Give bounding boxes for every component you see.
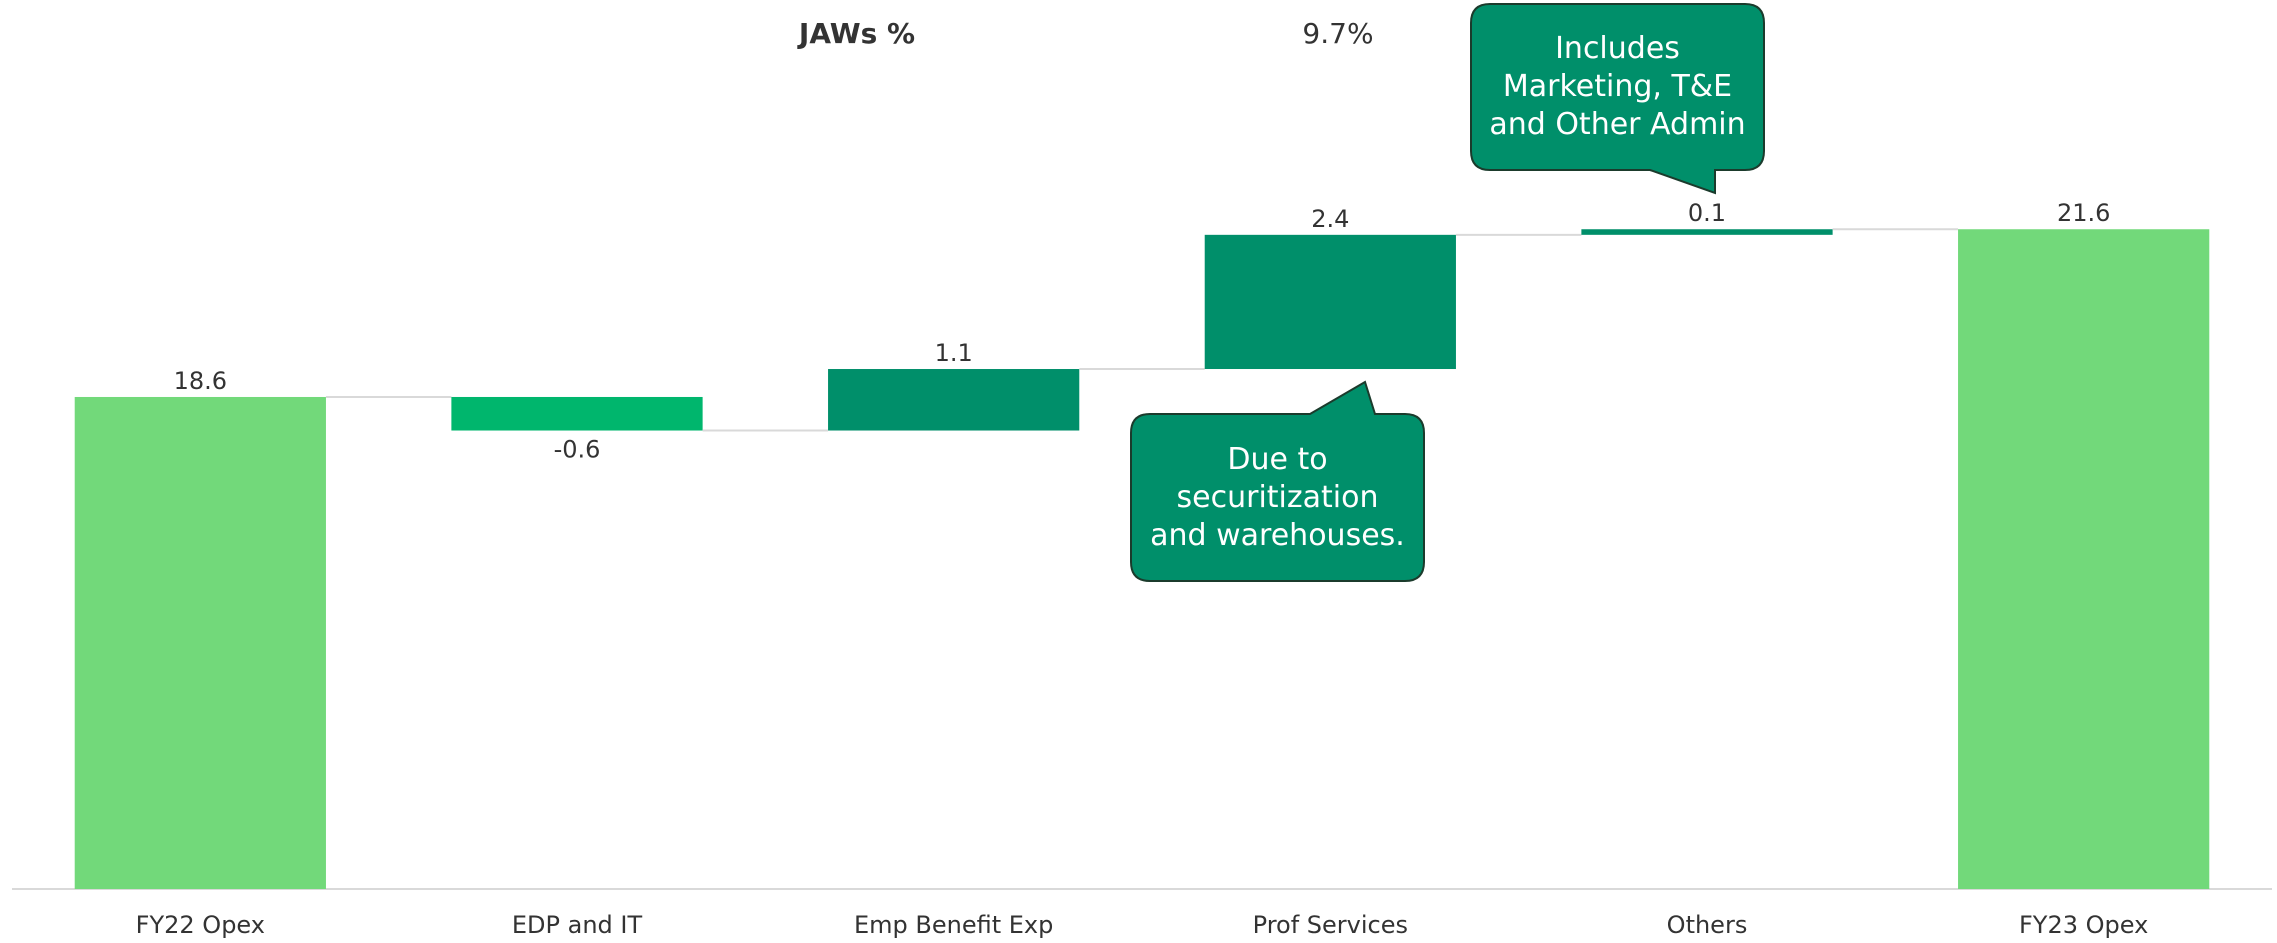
data-label: 0.1 bbox=[1688, 199, 1726, 227]
bar bbox=[828, 369, 1080, 431]
x-tick-label: EDP and IT bbox=[512, 911, 643, 939]
x-tick-label: Prof Services bbox=[1253, 911, 1408, 939]
x-tick-label: FY23 Opex bbox=[2019, 911, 2148, 939]
data-label: 21.6 bbox=[2057, 199, 2110, 227]
data-label: 18.6 bbox=[174, 367, 227, 395]
callout-text: Due to securitization and warehouses. bbox=[1150, 441, 1405, 553]
x-tick-label: Emp Benefit Exp bbox=[854, 911, 1053, 939]
callout-text: Includes Marketing, T&E and Other Admin bbox=[1489, 31, 1746, 142]
callout-shape bbox=[1470, 3, 1765, 195]
data-label: 2.4 bbox=[1311, 205, 1349, 233]
callout-shape bbox=[1130, 380, 1425, 582]
bar bbox=[1581, 229, 1833, 235]
x-tick-label: FY22 Opex bbox=[136, 911, 265, 939]
data-label: -0.6 bbox=[554, 436, 601, 464]
bar bbox=[451, 396, 703, 431]
kpi-label: JAWs % bbox=[797, 17, 915, 50]
data-label: 1.1 bbox=[935, 339, 973, 367]
x-tick-label: Others bbox=[1667, 911, 1748, 939]
bar bbox=[74, 396, 326, 889]
kpi-value: 9.7% bbox=[1302, 17, 1373, 50]
bar bbox=[1958, 229, 2210, 889]
bar bbox=[1204, 234, 1456, 370]
